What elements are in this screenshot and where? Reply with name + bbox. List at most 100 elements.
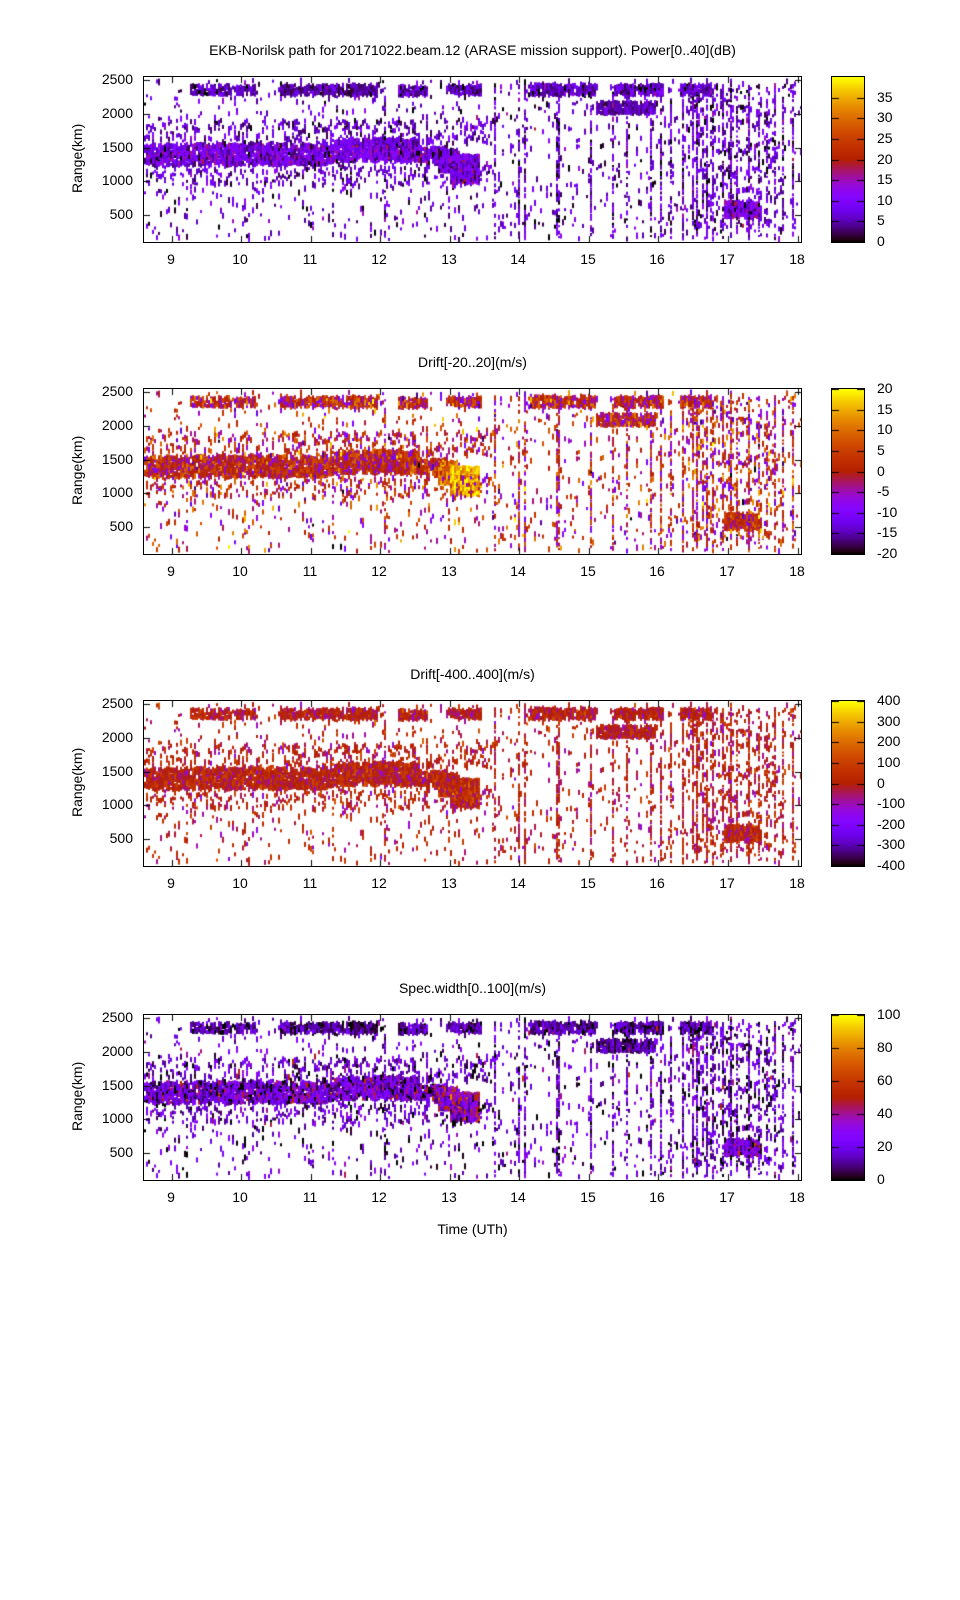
colorbar (831, 76, 865, 243)
x-tick-label: 10 (232, 1189, 248, 1205)
colorbar-tick-label: 100 (877, 1006, 901, 1022)
colorbar-canvas (832, 701, 864, 866)
y-tick-label: 500 (109, 206, 133, 222)
x-tick-label: 14 (510, 563, 526, 579)
x-tick-label: 16 (649, 875, 665, 891)
x-tick-label: 16 (649, 1189, 665, 1205)
x-tick-label: 16 (649, 563, 665, 579)
x-tick-label: 15 (580, 251, 596, 267)
x-tick-label: 13 (441, 1189, 457, 1205)
x-tick-label: 14 (510, 1189, 526, 1205)
x-tick-label: 13 (441, 875, 457, 891)
colorbar-tick-label: 100 (877, 754, 901, 770)
y-tick-label: 2000 (101, 729, 133, 745)
x-tick-label: 13 (441, 563, 457, 579)
y-tick-label: 1500 (101, 763, 133, 779)
colorbar-tick-label: 300 (877, 713, 901, 729)
x-tick-label: 18 (789, 1189, 805, 1205)
colorbar-tick-label: -200 (877, 816, 906, 832)
colorbar-canvas (832, 77, 864, 242)
colorbar-tick-label: 30 (877, 109, 893, 125)
panel-title: EKB-Norilsk path for 20171022.beam.12 (A… (209, 42, 736, 58)
colorbar-tick-label: -15 (877, 524, 898, 540)
colorbar-tick-label: 5 (877, 212, 885, 228)
y-tick-label: 500 (109, 518, 133, 534)
colorbar-tick-label: 35 (877, 89, 893, 105)
panel-drift-400: Drift[-400..400](m/s) Range(km) 500 1000 1… (0, 666, 960, 935)
panel-title: Spec.width[0..100](m/s) (398, 980, 547, 996)
x-tick-label: 12 (371, 251, 387, 267)
colorbar-tick-label: -300 (877, 836, 906, 852)
x-tick-label: 17 (719, 563, 735, 579)
colorbar-tick-label: 10 (877, 421, 893, 437)
x-tick-label: 16 (649, 251, 665, 267)
plot-frame (143, 388, 802, 555)
colorbar-tick-label: 0 (877, 775, 885, 791)
x-tick-label: 9 (167, 875, 175, 891)
x-tick-label: 11 (302, 251, 318, 267)
x-tick-label: 17 (719, 875, 735, 891)
panel-title: Drift[-20..20](m/s) (418, 354, 527, 370)
panel-spec-width: Spec.width[0..100](m/s) Range(km) Time (… (0, 980, 960, 1249)
colorbar-tick-label: 60 (877, 1072, 893, 1088)
y-tick-label: 1000 (101, 484, 133, 500)
y-tick-label: 500 (109, 830, 133, 846)
colorbar-tick-label: -100 (877, 795, 906, 811)
panel-title: Drift[-400..400](m/s) (410, 666, 535, 682)
x-tick-label: 10 (232, 251, 248, 267)
x-tick-label: 13 (441, 251, 457, 267)
colorbar-tick-label: 20 (877, 380, 893, 396)
x-axis-label: Time (UTh) (437, 1221, 508, 1237)
y-tick-label: 2500 (101, 383, 133, 399)
y-tick-label: 1500 (101, 451, 133, 467)
x-tick-label: 10 (232, 563, 248, 579)
y-tick-label: 1500 (101, 1077, 133, 1093)
colorbar-tick-label: 20 (877, 1138, 893, 1154)
y-tick-label: 2000 (101, 105, 133, 121)
colorbar-tick-label: 5 (877, 442, 885, 458)
x-tick-label: 11 (302, 563, 318, 579)
x-tick-label: 15 (580, 563, 596, 579)
colorbar (831, 700, 865, 867)
x-tick-label: 15 (580, 1189, 596, 1205)
x-tick-label: 15 (580, 875, 596, 891)
y-tick-label: 1000 (101, 1110, 133, 1126)
colorbar-tick-label: 10 (877, 192, 893, 208)
x-tick-label: 11 (302, 875, 318, 891)
plot-frame (143, 700, 802, 867)
colorbar-tick-label: 200 (877, 733, 901, 749)
colorbar-tick-label: 25 (877, 130, 893, 146)
y-tick-label: 1000 (101, 172, 133, 188)
x-tick-label: 12 (371, 875, 387, 891)
panel-power: EKB-Norilsk path for 20171022.beam.12 (A… (0, 42, 960, 311)
colorbar-tick-label: 15 (877, 401, 893, 417)
heatmap-canvas (144, 389, 801, 554)
y-tick-label: 500 (109, 1144, 133, 1160)
colorbar-tick-label: -20 (877, 545, 898, 561)
colorbar-tick-label: 15 (877, 171, 893, 187)
colorbar-canvas (832, 389, 864, 554)
colorbar-tick-label: 80 (877, 1039, 893, 1055)
colorbar-tick-label: 0 (877, 233, 885, 249)
x-tick-label: 17 (719, 251, 735, 267)
colorbar-tick-label: 40 (877, 1105, 893, 1121)
x-tick-label: 9 (167, 1189, 175, 1205)
colorbar-canvas (832, 1015, 864, 1180)
colorbar-tick-label: 0 (877, 1171, 885, 1187)
y-tick-label: 2500 (101, 1009, 133, 1025)
heatmap-canvas (144, 1015, 801, 1180)
colorbar-tick-label: 0 (877, 463, 885, 479)
y-tick-label: 2000 (101, 417, 133, 433)
colorbar-tick-label: -5 (877, 483, 890, 499)
x-tick-label: 12 (371, 1189, 387, 1205)
x-tick-label: 9 (167, 251, 175, 267)
x-tick-label: 12 (371, 563, 387, 579)
panel-drift-20: Drift[-20..20](m/s) Range(km) 500 1000 150… (0, 354, 960, 623)
x-tick-label: 9 (167, 563, 175, 579)
x-tick-label: 17 (719, 1189, 735, 1205)
colorbar (831, 1014, 865, 1181)
colorbar-tick-label: -400 (877, 857, 906, 873)
colorbar-tick-label: 400 (877, 692, 901, 708)
y-tick-label: 1000 (101, 796, 133, 812)
colorbar (831, 388, 865, 555)
